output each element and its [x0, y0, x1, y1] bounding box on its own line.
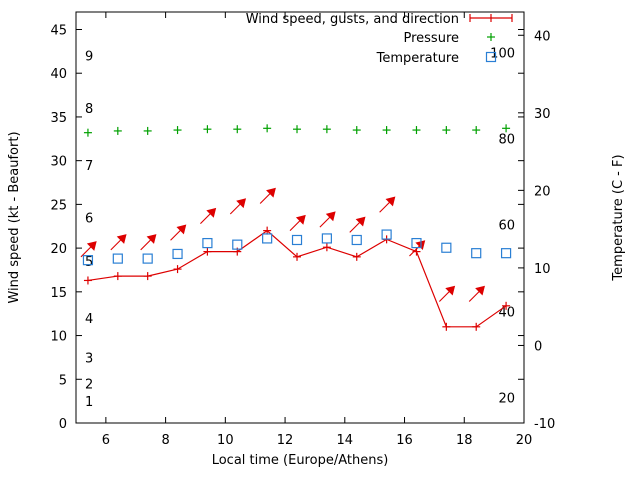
x-axis-tick-label: 16	[396, 433, 413, 448]
temperature-point	[202, 237, 213, 249]
beaufort-label: 1	[85, 395, 93, 410]
wind-direction-arrow	[438, 285, 456, 302]
temperature-point	[172, 248, 183, 260]
y-axis-tick-label: 10	[50, 330, 67, 345]
y-axis-tick-label: 45	[50, 23, 67, 38]
y2-axis-tick-label: 40	[534, 29, 551, 44]
temperature-point	[411, 237, 422, 249]
x-axis-tick-label: 12	[277, 433, 294, 448]
beaufort-label: 7	[85, 159, 93, 174]
wind-direction-arrow	[349, 216, 366, 233]
temperature-point	[112, 253, 123, 264]
legend-label-0: Wind speed, gusts, and direction	[246, 12, 459, 27]
legend-label-1: Pressure	[403, 31, 459, 46]
beaufort-label: 8	[85, 102, 93, 117]
wind-direction-arrow	[289, 214, 306, 232]
x-axis-tick-label: 18	[456, 433, 473, 448]
wind-direction-arrow	[229, 198, 247, 215]
fahrenheit-label: 100	[490, 46, 515, 61]
legend-label-2: Temperature	[376, 51, 459, 66]
y-axis-label: Wind speed (kt - Beaufort)	[7, 131, 22, 303]
wind-direction-arrow	[80, 241, 97, 258]
beaufort-label: 3	[85, 351, 93, 366]
x-axis-tick-label: 14	[337, 433, 354, 448]
beaufort-label: 6	[85, 212, 93, 227]
y-axis-tick-label: 25	[50, 198, 67, 213]
y2-axis-tick-label: 30	[534, 107, 551, 122]
y-axis-tick-label: 20	[50, 242, 67, 257]
wind-direction-arrow	[170, 224, 187, 241]
wind-direction-arrow	[259, 187, 276, 204]
x-axis-tick-label: 8	[161, 433, 169, 448]
temperature-point	[82, 255, 94, 266]
x-axis-tick-label: 6	[102, 433, 110, 448]
temperature-point	[142, 253, 153, 264]
y-axis-tick-label: 30	[50, 155, 67, 170]
wind-direction-arrow	[379, 196, 396, 213]
temperature-point	[500, 248, 512, 259]
y-axis-tick-label: 0	[59, 417, 67, 432]
y2-axis-tick-label: -10	[534, 417, 555, 432]
fahrenheit-label: 40	[498, 305, 515, 320]
legend-square-icon	[485, 51, 497, 63]
temperature-point	[321, 233, 332, 244]
y-axis-tick-label: 15	[50, 286, 67, 301]
fahrenheit-label: 60	[498, 218, 515, 233]
beaufort-label: 4	[85, 312, 93, 327]
x-axis-label: Local time (Europe/Athens)	[212, 453, 389, 468]
temperature-point	[471, 248, 482, 259]
wind-direction-arrow	[200, 207, 217, 225]
temperature-point	[232, 239, 243, 250]
wind-direction-arrow	[140, 234, 157, 251]
y2-axis-tick-label: 10	[534, 262, 551, 277]
temperature-point	[441, 242, 452, 253]
beaufort-label: 2	[85, 378, 93, 393]
beaufort-label: 9	[85, 50, 93, 65]
fahrenheit-label: 80	[498, 132, 515, 147]
y2-axis-tick-label: 20	[534, 184, 551, 199]
fahrenheit-label: 20	[498, 391, 515, 406]
wind-direction-arrow	[468, 285, 485, 302]
wind-direction-arrow	[110, 234, 127, 251]
temperature-point	[381, 229, 392, 240]
y2-axis-tick-label: 0	[534, 339, 542, 354]
temperature-point	[351, 234, 362, 246]
plot-frame	[75, 11, 525, 424]
x-axis-tick-label: 20	[516, 433, 533, 448]
y-axis-tick-label: 35	[50, 111, 67, 126]
wind-direction-arrow	[319, 211, 336, 228]
beaufort-label: 5	[85, 255, 93, 270]
x-axis-tick-label: 10	[217, 433, 234, 448]
temperature-point	[262, 233, 273, 244]
y-axis-tick-label: 40	[50, 67, 67, 82]
y-axis-tick-label: 5	[59, 373, 67, 388]
y2-axis-label: Temperature (C - F)	[611, 154, 626, 281]
temperature-point	[291, 234, 303, 246]
